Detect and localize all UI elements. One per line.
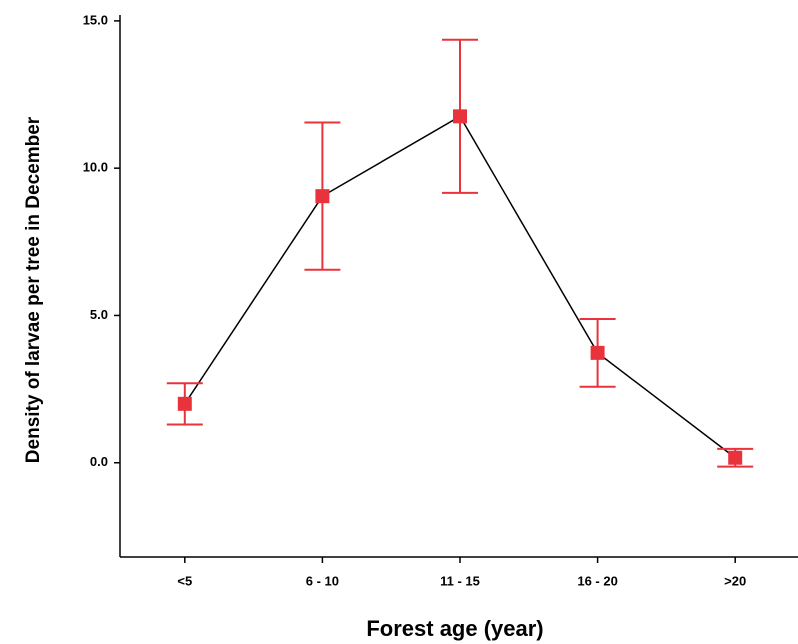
y-tick-label: 15.0 [83,12,108,27]
marker [728,450,743,465]
marker [453,109,467,124]
y-tick-label: 5.0 [90,307,108,322]
x-tick-label: 6 - 10 [306,573,339,588]
marker [590,345,605,360]
y-axis-title: Density of larvae per tree in December [23,116,44,463]
y-tick-label: 10.0 [83,160,108,175]
x-axis-title: Forest age (year) [366,616,543,641]
x-tick-label: >20 [724,573,746,588]
marker [315,189,330,204]
x-tick-label: 11 - 15 [440,573,480,588]
x-tick-label: <5 [177,573,192,588]
y-tick-label: 0.0 [90,454,108,469]
x-tick-label: 16 - 20 [577,573,617,588]
marker [177,396,192,411]
